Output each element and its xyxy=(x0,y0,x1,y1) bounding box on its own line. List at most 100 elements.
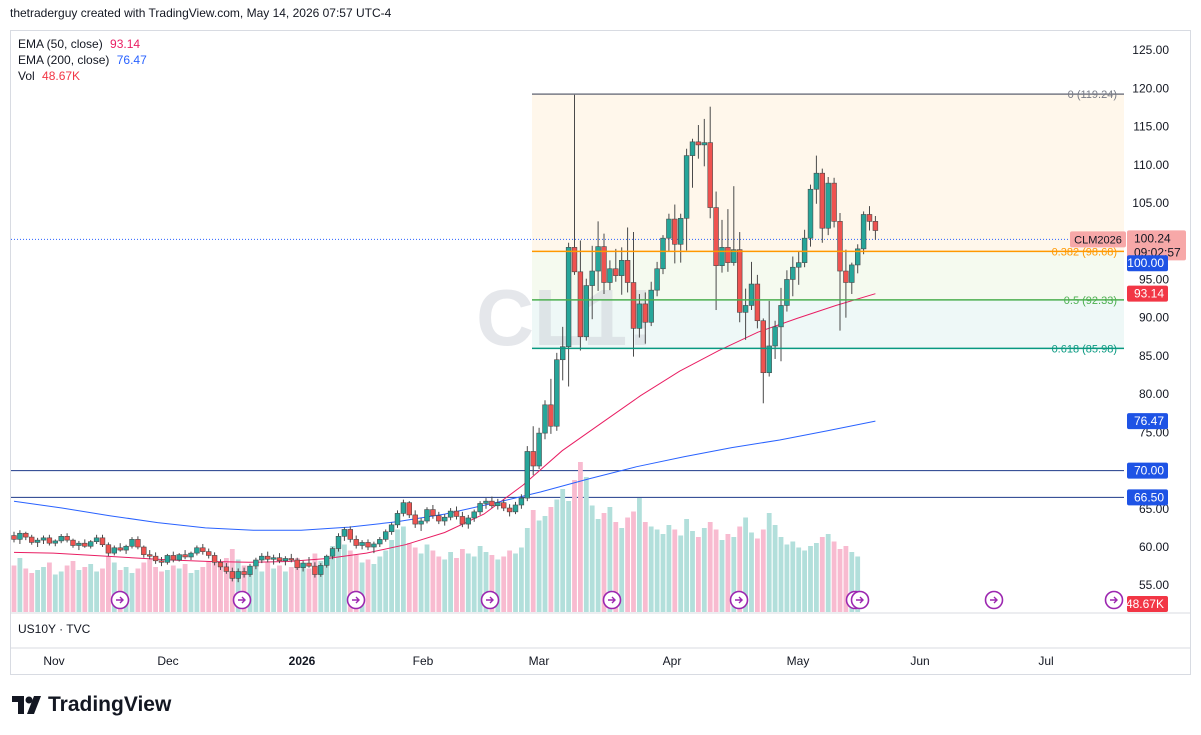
candle-body xyxy=(613,268,619,276)
ema50-price-tag-text: 93.14 xyxy=(1134,287,1164,301)
candle-body xyxy=(34,539,41,543)
hline-66-tag-bg xyxy=(1127,489,1168,506)
candle-body xyxy=(264,555,271,560)
ema50-price-tag[interactable]: 93.14 xyxy=(1127,285,1168,302)
candle xyxy=(235,568,241,583)
legend-ema200[interactable]: EMA (200, close) 76.47 xyxy=(18,52,147,68)
candle xyxy=(377,537,383,548)
sub-pane-label[interactable]: US10Y · TVC xyxy=(18,622,91,636)
candle-body xyxy=(630,282,637,329)
candle-body xyxy=(430,509,436,516)
candle-body xyxy=(559,346,566,361)
symbol-tag-text: CLM2026 xyxy=(1074,234,1122,246)
volume-bar xyxy=(601,513,607,612)
candle xyxy=(577,240,584,351)
candle xyxy=(418,517,424,531)
volume-bar xyxy=(678,535,684,612)
hline-70-tag[interactable]: 70.00 xyxy=(1127,462,1168,479)
candle xyxy=(335,533,342,552)
event-marker-icon[interactable] xyxy=(480,590,500,610)
candle-body xyxy=(666,218,672,239)
volume-bar xyxy=(448,552,453,612)
volume-tag-bg xyxy=(1127,596,1168,612)
candle-body xyxy=(872,221,879,231)
legend-volume[interactable]: Vol 48.67K xyxy=(18,68,147,84)
volume-bar xyxy=(743,517,748,612)
volume-bar xyxy=(778,537,784,612)
volume-bar xyxy=(690,531,695,612)
candle xyxy=(860,211,867,255)
volume-bar xyxy=(330,546,335,612)
candle xyxy=(854,244,861,274)
volume-bar xyxy=(353,555,359,612)
candle xyxy=(176,553,182,562)
candle-body xyxy=(790,266,796,280)
volume-bar xyxy=(855,556,861,612)
event-marker-arrow xyxy=(352,596,360,604)
volume-bar xyxy=(389,540,394,612)
hline-66-tag[interactable]: 66.50 xyxy=(1127,489,1168,506)
candle xyxy=(253,557,259,570)
volume-bar xyxy=(548,507,554,612)
volume-bar xyxy=(35,570,40,612)
alert-price-tag[interactable]: 100.00 xyxy=(1127,255,1168,272)
volume-bar xyxy=(271,568,276,612)
candle xyxy=(164,553,171,565)
volume-bar xyxy=(766,513,772,612)
candle xyxy=(530,426,536,476)
x-tick-label: May xyxy=(787,654,810,668)
candle xyxy=(459,511,466,528)
event-marker-icon[interactable] xyxy=(602,590,622,610)
volume-tag[interactable]: 48.67K xyxy=(1126,596,1168,612)
ema200-price-tag[interactable]: 76.47 xyxy=(1127,413,1168,430)
volume-bar xyxy=(182,564,188,612)
candle-body xyxy=(40,537,47,541)
volume-bar xyxy=(737,526,743,612)
candle-body xyxy=(536,432,542,467)
volume-bar xyxy=(560,489,566,612)
candle xyxy=(666,213,672,252)
candle-body xyxy=(152,555,159,562)
candle-body xyxy=(660,237,666,270)
candle-body xyxy=(860,214,867,250)
candle-body xyxy=(111,547,118,554)
candle-body xyxy=(736,249,743,313)
candle xyxy=(312,562,318,578)
candle-body xyxy=(719,247,725,266)
volume-bar xyxy=(566,501,571,612)
candle-body xyxy=(465,517,471,525)
volume-bar xyxy=(572,480,577,612)
candle xyxy=(536,427,542,470)
event-marker-icon[interactable] xyxy=(850,590,870,610)
candle-body xyxy=(52,540,59,544)
candle xyxy=(300,560,306,572)
legend-ema50-value: 93.14 xyxy=(110,37,141,51)
candle-body xyxy=(188,552,194,558)
volume-bar xyxy=(52,574,58,612)
candle-body xyxy=(406,502,412,516)
volume-bar xyxy=(672,529,678,612)
event-marker-icon[interactable] xyxy=(232,590,252,610)
candle xyxy=(211,552,218,566)
event-marker-icon[interactable] xyxy=(346,590,366,610)
volume-bar xyxy=(212,555,217,612)
candle-body xyxy=(247,565,253,575)
candle-body xyxy=(353,539,359,546)
candle-body xyxy=(400,502,407,514)
volume-bar xyxy=(58,571,64,612)
event-marker-icon[interactable] xyxy=(729,590,749,610)
candle-body xyxy=(843,270,849,283)
ema200-line xyxy=(13,420,876,531)
candle-body xyxy=(754,283,761,322)
candle xyxy=(247,563,253,577)
candle-body xyxy=(253,559,259,567)
event-marker-icon[interactable] xyxy=(1104,590,1124,610)
volume-bar xyxy=(111,562,117,612)
volume-bar xyxy=(843,546,849,612)
event-marker-icon[interactable] xyxy=(110,590,130,610)
volume-bar xyxy=(123,567,129,612)
legend-ema50[interactable]: EMA (50, close) 93.14 xyxy=(18,36,147,52)
event-marker-icon[interactable] xyxy=(984,590,1004,610)
